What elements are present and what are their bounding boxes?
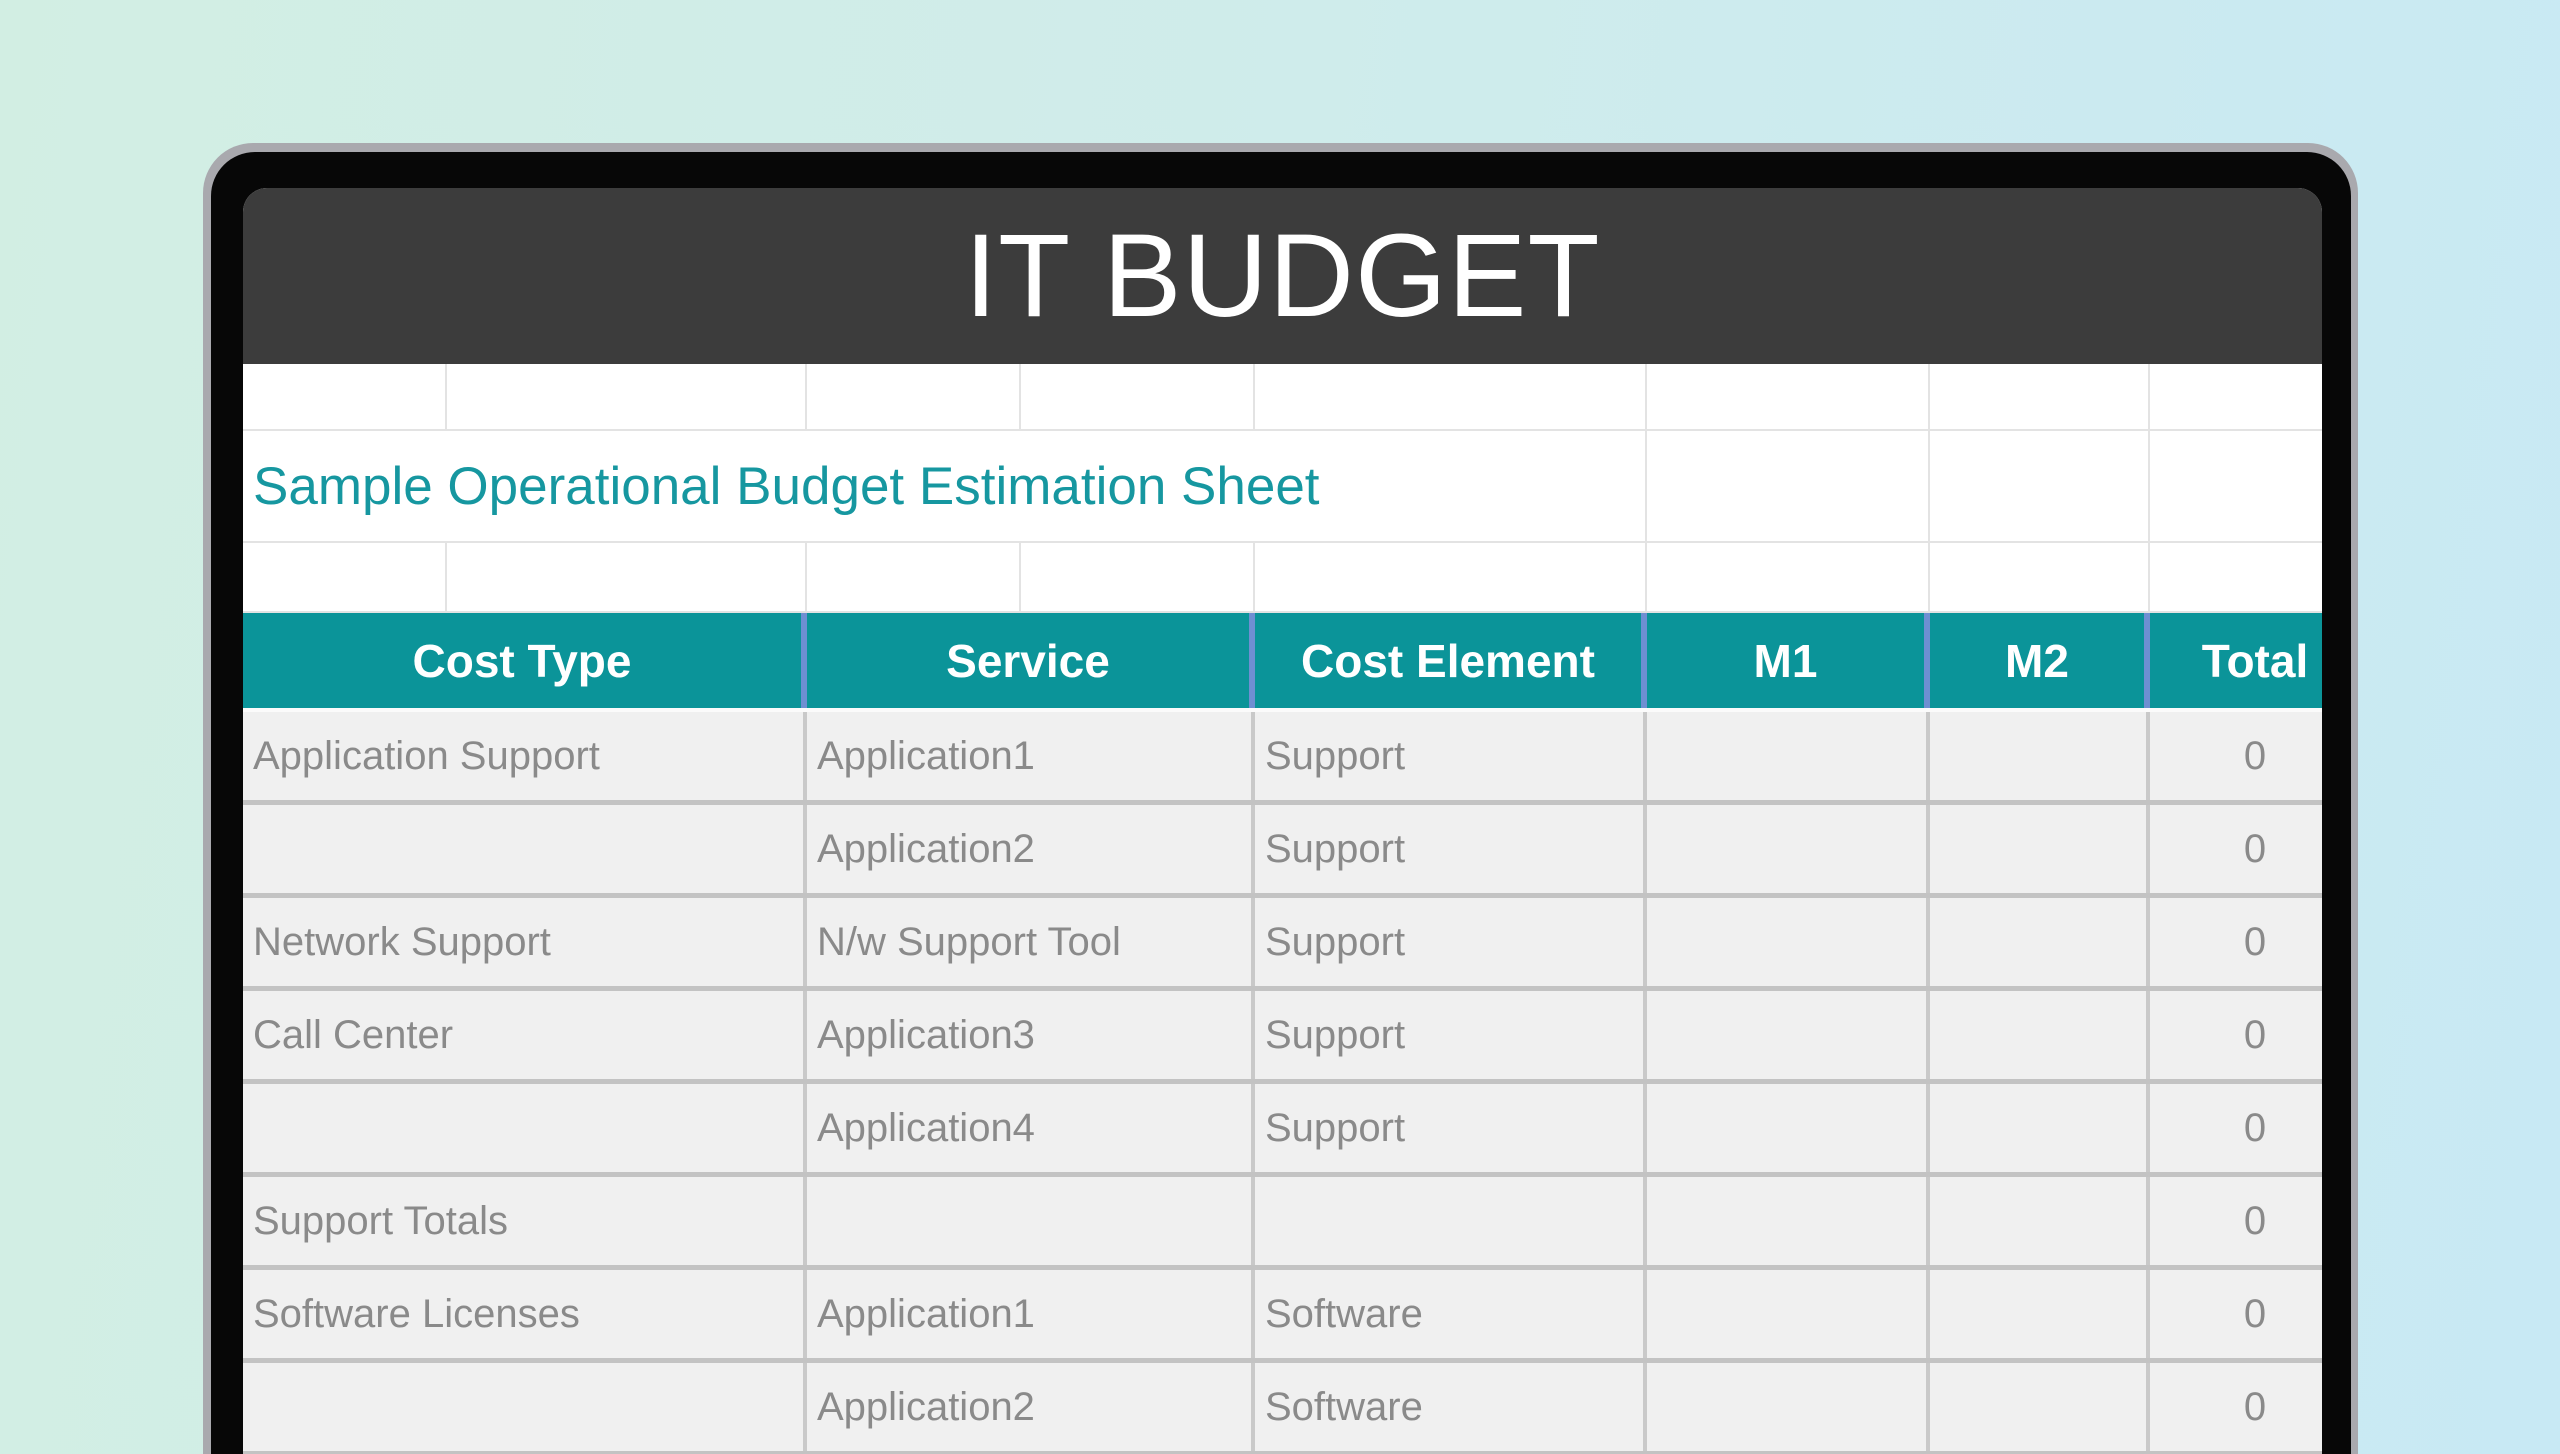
cell-m2[interactable] xyxy=(1930,1084,2150,1172)
table-row: Network Support N/w Support Tool Support 0 xyxy=(243,898,2322,991)
cell-cost-type[interactable]: Network Support xyxy=(243,898,807,986)
empty-cell xyxy=(1255,364,1647,429)
column-header-label: M1 xyxy=(1753,634,1818,687)
cell-m2[interactable] xyxy=(1930,1363,2150,1451)
column-header-label: Service xyxy=(946,634,1110,687)
title-banner: IT BUDGET xyxy=(243,188,2322,364)
cell-m1[interactable] xyxy=(1647,991,1930,1079)
empty-cell xyxy=(1021,364,1255,429)
blank-grid-row xyxy=(243,543,2322,613)
page-title: IT BUDGET xyxy=(964,210,1601,342)
empty-cell xyxy=(1930,431,2150,541)
cell-cost-element[interactable]: Support xyxy=(1255,898,1647,986)
table-row: Software Licenses Application1 Software 0 xyxy=(243,1270,2322,1363)
cell-cost-type[interactable] xyxy=(243,1363,807,1451)
cell-m1[interactable] xyxy=(1647,1363,1930,1451)
table-body: Application Support Application1 Support 0 A… xyxy=(243,712,2322,1454)
cell-cost-type[interactable] xyxy=(243,805,807,893)
cell-m1[interactable] xyxy=(1647,1177,1930,1265)
cell-cost-element[interactable]: Software xyxy=(1255,1270,1647,1358)
cell-total[interactable]: 0 xyxy=(2243,1105,2267,1150)
empty-cell xyxy=(1930,364,2150,429)
empty-cell xyxy=(2150,543,2322,611)
column-header-m2[interactable]: M2 xyxy=(1930,613,2150,708)
cell-service[interactable]: Application1 xyxy=(807,1270,1255,1358)
subtitle-cell[interactable]: Sample Operational Budget Estimation She… xyxy=(243,431,1647,541)
cell-service[interactable] xyxy=(807,1177,1255,1265)
cell-m1[interactable] xyxy=(1647,712,1930,800)
cell-cost-type[interactable] xyxy=(243,1084,807,1172)
cell-cost-element[interactable]: Software xyxy=(1255,1363,1647,1451)
empty-cell xyxy=(243,364,447,429)
empty-cell xyxy=(1930,543,2150,611)
empty-cell xyxy=(1647,364,1930,429)
subtitle-row: Sample Operational Budget Estimation She… xyxy=(243,431,2322,543)
column-header-m1[interactable]: M1 xyxy=(1647,613,1930,708)
column-header-label: Cost Element xyxy=(1301,634,1595,687)
cell-total[interactable]: 0 xyxy=(2243,919,2267,964)
empty-cell xyxy=(2150,364,2322,429)
empty-cell xyxy=(447,543,807,611)
empty-cell xyxy=(1647,431,1930,541)
cell-cost-element[interactable]: Support xyxy=(1255,805,1647,893)
empty-cell xyxy=(1255,543,1647,611)
empty-cell xyxy=(1021,543,1255,611)
sheet-subtitle: Sample Operational Budget Estimation She… xyxy=(253,456,1320,516)
table-row: Application2 Software 0 xyxy=(243,1363,2322,1454)
cell-m1[interactable] xyxy=(1647,805,1930,893)
blank-grid-row xyxy=(243,364,2322,431)
spreadsheet-screen: IT BUDGET Sample Operational Budget Esti… xyxy=(243,188,2322,1454)
table-row: Application4 Support 0 xyxy=(243,1084,2322,1177)
cell-service[interactable]: Application1 xyxy=(807,712,1255,800)
column-header-label: M2 xyxy=(2005,634,2069,687)
cell-m2[interactable] xyxy=(1930,1270,2150,1358)
table-row: Application Support Application1 Support 0 xyxy=(243,712,2322,805)
cell-cost-type[interactable]: Support Totals xyxy=(243,1177,807,1265)
cell-m1[interactable] xyxy=(1647,1270,1930,1358)
cell-cost-element[interactable]: Support xyxy=(1255,712,1647,800)
cell-cost-type[interactable]: Application Support xyxy=(243,712,807,800)
empty-cell xyxy=(807,543,1021,611)
cell-service[interactable]: N/w Support Tool xyxy=(807,898,1255,986)
cell-cost-element[interactable]: Support xyxy=(1255,991,1647,1079)
cell-m2[interactable] xyxy=(1930,805,2150,893)
cell-cost-type[interactable]: Call Center xyxy=(243,991,807,1079)
table-row: Call Center Application3 Support 0 xyxy=(243,991,2322,1084)
column-header-cost-type[interactable]: Cost Type xyxy=(243,613,807,708)
cell-m2[interactable] xyxy=(1930,991,2150,1079)
cell-cost-element[interactable]: Support xyxy=(1255,1084,1647,1172)
cell-total[interactable]: 0 xyxy=(2243,733,2267,778)
cell-m1[interactable] xyxy=(1647,1084,1930,1172)
table-row: Support Totals 0 xyxy=(243,1177,2322,1270)
cell-service[interactable]: Application2 xyxy=(807,805,1255,893)
empty-cell xyxy=(1647,543,1930,611)
cell-m2[interactable] xyxy=(1930,712,2150,800)
cell-cost-type[interactable]: Software Licenses xyxy=(243,1270,807,1358)
cell-total[interactable]: 0 xyxy=(2243,1291,2267,1336)
column-header-total[interactable]: Total xyxy=(2150,613,2322,708)
cell-total[interactable]: 0 xyxy=(2243,1198,2267,1243)
column-header-label: Total xyxy=(2201,634,2309,687)
cell-total[interactable]: 0 xyxy=(2243,1384,2267,1429)
empty-cell xyxy=(447,364,807,429)
column-header-row: Cost Type Service Cost Element M1 M2 Tot… xyxy=(243,613,2322,712)
cell-service[interactable]: Application3 xyxy=(807,991,1255,1079)
empty-cell xyxy=(807,364,1021,429)
cell-cost-element[interactable] xyxy=(1255,1177,1647,1265)
empty-cell xyxy=(2150,431,2322,541)
empty-cell xyxy=(243,543,447,611)
cell-total[interactable]: 0 xyxy=(2243,826,2267,871)
cell-service[interactable]: Application2 xyxy=(807,1363,1255,1451)
table-row: Application2 Support 0 xyxy=(243,805,2322,898)
cell-service[interactable]: Application4 xyxy=(807,1084,1255,1172)
cell-total[interactable]: 0 xyxy=(2243,1012,2267,1057)
column-header-label: Cost Type xyxy=(412,634,632,687)
cell-m2[interactable] xyxy=(1930,898,2150,986)
column-header-service[interactable]: Service xyxy=(807,613,1255,708)
cell-m1[interactable] xyxy=(1647,898,1930,986)
cell-m2[interactable] xyxy=(1930,1177,2150,1265)
column-header-cost-element[interactable]: Cost Element xyxy=(1255,613,1647,708)
